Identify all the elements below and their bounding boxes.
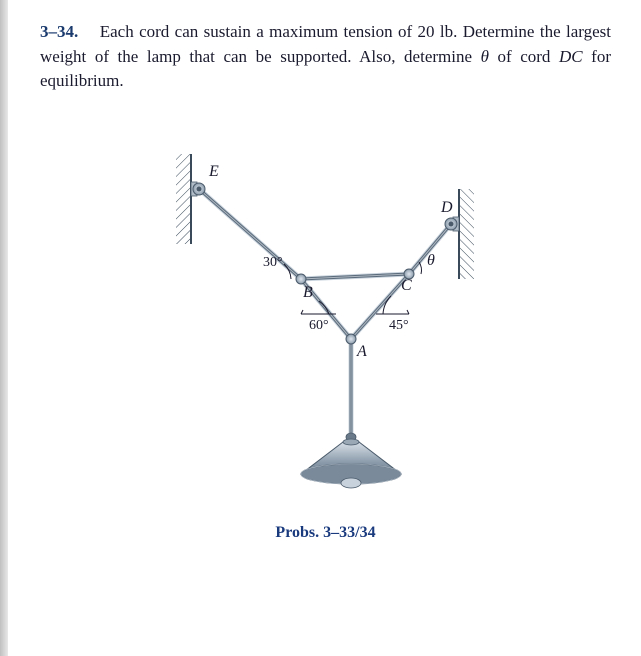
- label-B: B: [303, 284, 313, 301]
- figure-caption: Probs. 3–33/34: [40, 524, 611, 542]
- ring-A: [346, 334, 356, 344]
- wall-right: [453, 189, 474, 279]
- content-area: 3–34. Each cord can sustain a maximum te…: [0, 0, 641, 574]
- problem-body: Each cord can sustain a maximum tension …: [40, 22, 611, 90]
- label-D: D: [440, 199, 453, 216]
- label-E: E: [208, 163, 219, 180]
- ring-B: [296, 274, 306, 284]
- cord-BC: [301, 274, 409, 279]
- problem-statement: 3–34. Each cord can sustain a maximum te…: [40, 20, 611, 94]
- angle-theta-label: θ: [427, 252, 435, 269]
- wall-left: [176, 154, 197, 244]
- figure-container: E D B C A 30° 60° 45° θ Probs. 3–33/34: [40, 134, 611, 554]
- problem-number: 3–34.: [40, 22, 78, 41]
- lamp: [301, 433, 401, 488]
- angle-45-label: 45°: [389, 318, 409, 333]
- angle-60-label: 60°: [309, 318, 329, 333]
- diagram-svg: E D B C A 30° 60° 45° θ: [91, 134, 561, 514]
- label-A: A: [356, 343, 367, 360]
- label-C: C: [401, 277, 412, 294]
- angle-30-label: 30°: [263, 255, 283, 270]
